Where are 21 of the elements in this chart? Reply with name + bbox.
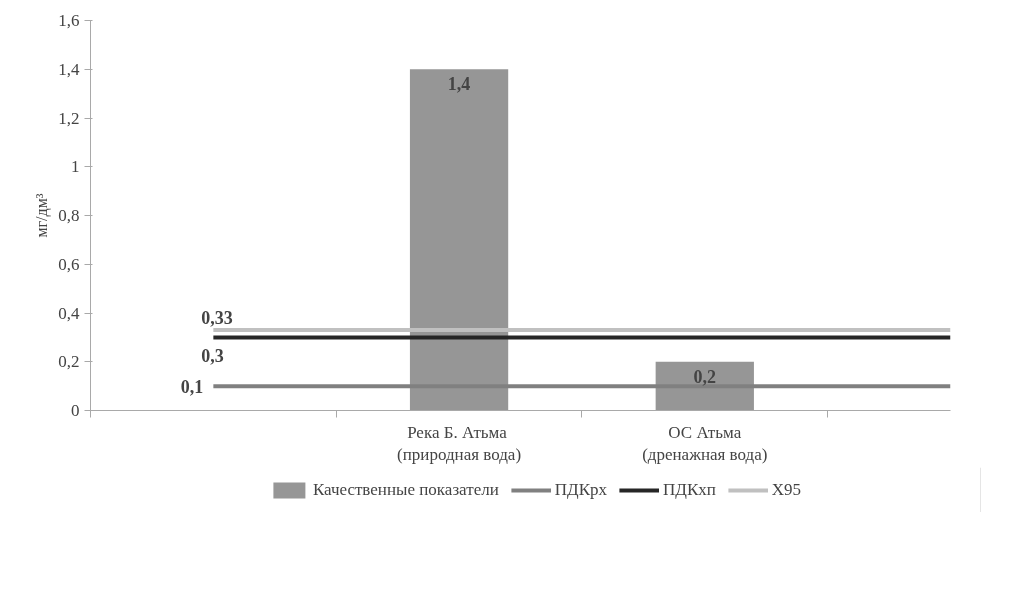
x-tick-label: Река Б. Атьма (природная вода) bbox=[397, 422, 522, 465]
y-tick-label: 1,4 bbox=[58, 59, 80, 79]
y-tick-label: 0,4 bbox=[58, 303, 80, 323]
data-label: 0,3 bbox=[201, 346, 224, 367]
y-tick-label: 1 bbox=[71, 157, 80, 177]
legend-label: Качественные показатели bbox=[312, 479, 499, 500]
y-tick-label: 0,6 bbox=[58, 254, 80, 274]
data-label: 1,4 bbox=[447, 74, 471, 95]
data-label: 0,1 bbox=[180, 376, 204, 397]
data-label: 0,33 bbox=[201, 308, 233, 329]
y-tick-label: 0 bbox=[71, 401, 80, 420]
data-label: 0,2 bbox=[693, 366, 717, 387]
legend-label: ПДКрх bbox=[554, 479, 608, 500]
legend-label: ПДКхп bbox=[663, 479, 716, 500]
y-tick-label: 0,8 bbox=[58, 206, 80, 225]
y-tick-label: 0,2 bbox=[58, 352, 80, 372]
y-tick-label: 1,6 bbox=[58, 11, 80, 30]
legend-label: X95 bbox=[771, 479, 802, 500]
x-tick-label: ОС Атьма (дренажная вода) bbox=[642, 422, 768, 465]
y-axis-title: мг/дм³ bbox=[33, 193, 52, 238]
y-tick-label: 1,2 bbox=[58, 108, 80, 128]
